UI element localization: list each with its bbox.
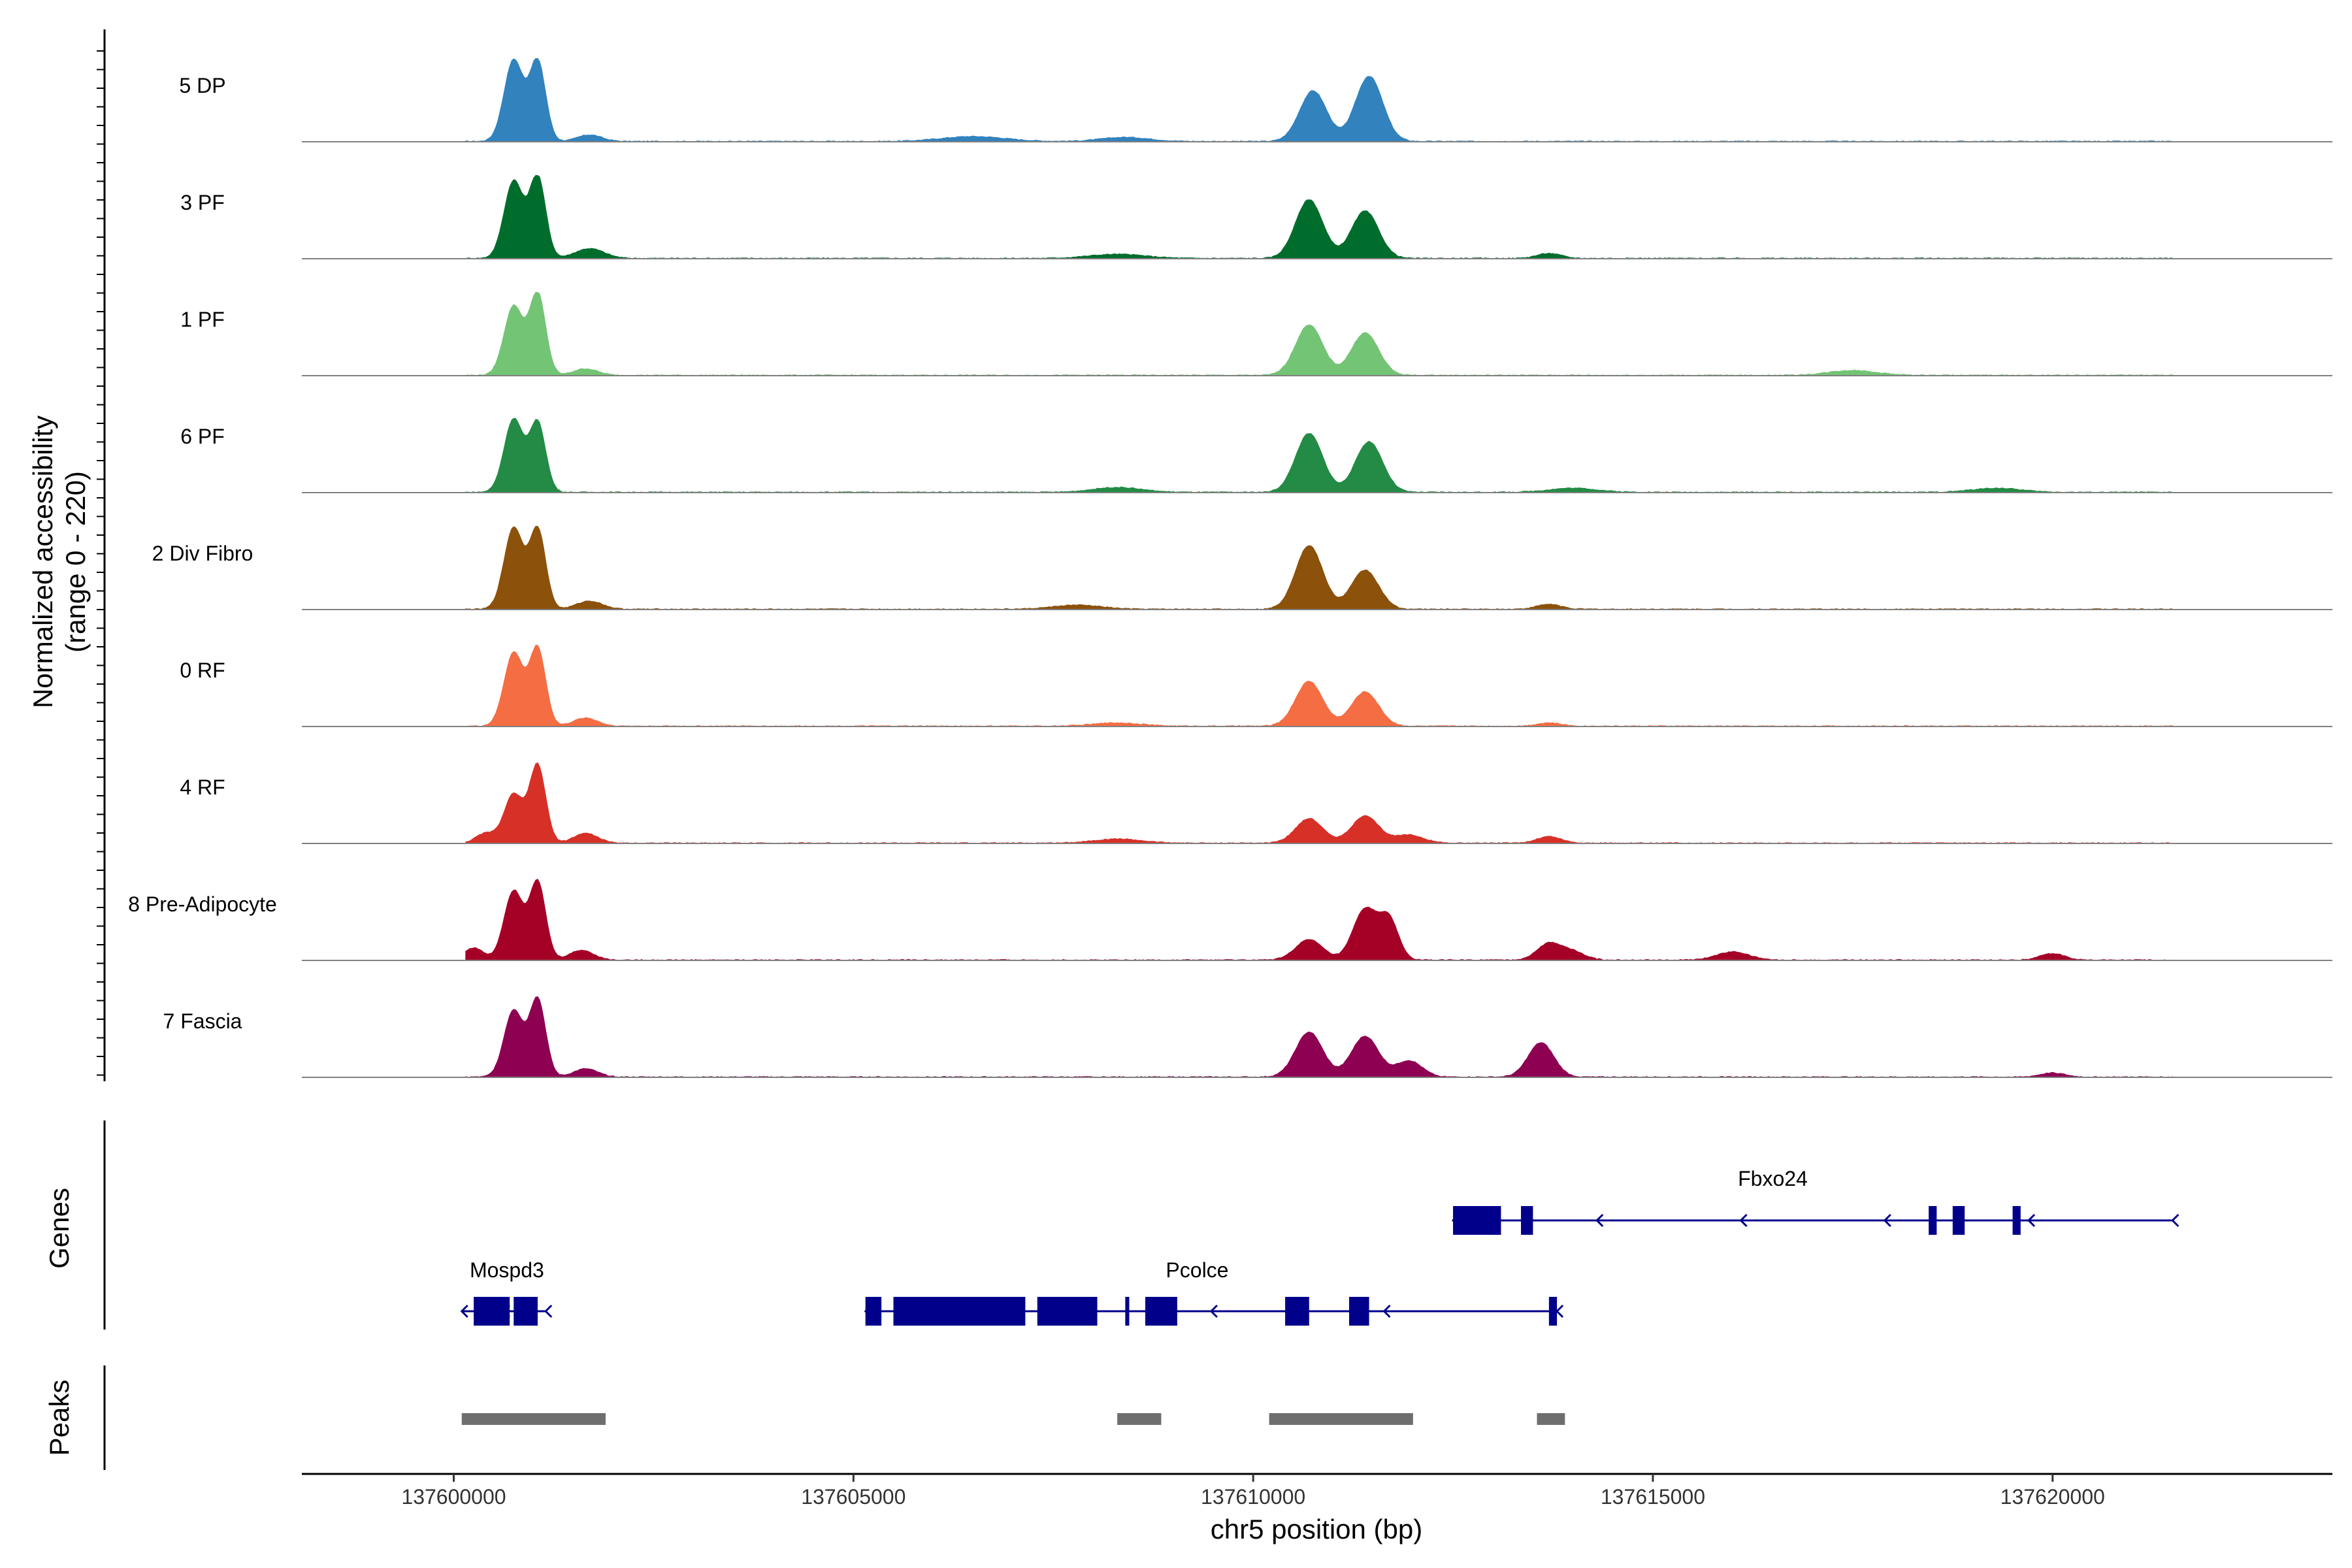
coverage-track: 3 PF: [180, 175, 2332, 259]
strand-arrow: [1739, 1213, 1748, 1228]
strand-arrow: [2171, 1213, 2180, 1228]
y-axis-title-line1: Normalized accessibility: [27, 416, 58, 708]
gene-label: Mospd3: [470, 1258, 544, 1282]
coverage-track: 0 RF: [180, 644, 2332, 727]
gene-model: Fbxo24: [1451, 1167, 2180, 1235]
coverage-track: 2 Div Fibro: [152, 526, 2332, 610]
coverage-track: 1 PF: [180, 292, 2332, 376]
coverage-area: [465, 996, 2173, 1078]
coverage-area: [465, 292, 2173, 376]
peak-region: [1269, 1413, 1413, 1425]
track-label: 7 Fascia: [163, 1009, 242, 1033]
strand-arrow: [2027, 1213, 2036, 1228]
gene-exon: [1145, 1297, 1177, 1326]
coverage-track: 8 Pre-Adipocyte: [128, 879, 2332, 961]
track-label: 8 Pre-Adipocyte: [128, 892, 277, 916]
x-tick-label: 137605000: [801, 1485, 906, 1509]
axis-titles: Normalized accessibility (range 0 - 220)…: [27, 416, 1422, 1544]
gene-exon: [1348, 1297, 1369, 1326]
x-tick-label: 137620000: [2001, 1485, 2105, 1509]
genes-track-title: Genes: [44, 1188, 74, 1269]
gene-exon: [1125, 1297, 1130, 1326]
coverage-area: [465, 526, 2173, 610]
x-tick-label: 137615000: [1601, 1485, 1705, 1509]
coverage-area: [465, 175, 2173, 259]
track-label: 6 PF: [180, 425, 225, 448]
strand-arrow: [460, 1304, 468, 1318]
coverage-area: [465, 58, 2173, 142]
coverage-track: 7 Fascia: [163, 996, 2332, 1078]
coverage-area: [465, 879, 2173, 961]
y-axis-title-line2: (range 0 - 220): [60, 471, 91, 653]
gene-exon: [1521, 1206, 1533, 1235]
track-label: 3 PF: [180, 191, 225, 214]
gene-exon: [1453, 1206, 1501, 1235]
gene-annotation-track: Fbxo24 Mospd3 Pcolce: [103, 1120, 2180, 1330]
strand-arrow: [544, 1304, 553, 1318]
track-label: 5 DP: [179, 74, 225, 97]
strand-arrow: [1209, 1304, 1218, 1318]
gene-exon: [1952, 1206, 1965, 1235]
peaks-track-title: Peaks: [44, 1380, 74, 1456]
peaks-track: [103, 1365, 1565, 1470]
x-axis: 137600000 137605000 137610000 137615000 1376…: [302, 1473, 2332, 1509]
x-tick-label: 137600000: [401, 1485, 506, 1509]
coverage-tracks: 5 DP 3 PF 1 PF 6 PF 2 Div Fibro 0 RF 4 RF 8 Pre…: [97, 29, 2332, 1081]
peak-region: [1117, 1413, 1162, 1425]
gene-exon: [474, 1297, 510, 1326]
gene-exon: [893, 1297, 1026, 1326]
track-label: 4 RF: [180, 776, 225, 799]
gene-exon: [1929, 1206, 1937, 1235]
track-label: 2 Div Fibro: [152, 542, 253, 565]
gene-label: Fbxo24: [1738, 1167, 1808, 1190]
coverage-area: [465, 644, 2173, 727]
gene-model: Mospd3: [460, 1258, 553, 1326]
peak-region: [1537, 1413, 1565, 1425]
gene-label: Pcolce: [1166, 1258, 1228, 1282]
gene-exon: [1037, 1297, 1098, 1326]
track-label: 0 RF: [180, 659, 225, 682]
track-label: 1 PF: [180, 308, 225, 331]
strand-arrow: [1382, 1304, 1391, 1318]
gene-exon: [514, 1297, 538, 1326]
gene-exon: [2012, 1206, 2021, 1235]
coverage-area: [465, 762, 2173, 844]
coverage-track: 4 RF: [180, 762, 2332, 844]
strand-arrow: [1595, 1213, 1604, 1228]
peak-region: [461, 1413, 606, 1425]
gene-exon: [865, 1297, 882, 1326]
gene-exon: [1548, 1297, 1558, 1326]
coverage-track: 6 PF: [180, 417, 2332, 493]
x-axis-title: chr5 position (bp): [1211, 1514, 1423, 1544]
strand-arrow: [1883, 1213, 1891, 1228]
gene-model: Pcolce: [864, 1258, 1564, 1326]
strand-arrow: [1555, 1304, 1564, 1318]
coverage-track: 5 DP: [179, 58, 2332, 142]
x-tick-label: 137610000: [1201, 1485, 1305, 1509]
gene-exon: [1285, 1297, 1309, 1326]
coverage-area: [465, 417, 2173, 493]
